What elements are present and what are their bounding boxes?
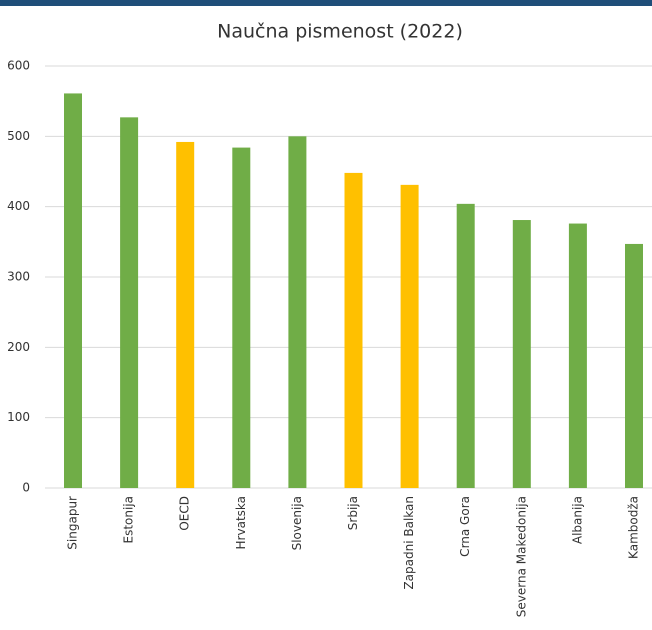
x-tick-label: Crna Gora [458,496,472,557]
x-tick-label: Albanija [570,496,584,544]
y-tick-label: 300 [7,270,30,284]
x-tick-label: Estonija [122,496,136,544]
y-tick-label: 400 [7,199,30,213]
x-tick-label: Kambodža [627,496,641,559]
bar [512,220,531,488]
bar [568,223,587,488]
x-tick-label: Hrvatska [234,496,248,549]
bar [176,141,195,488]
x-tick-label: Slovenija [290,496,304,550]
bar [400,184,419,488]
x-tick-label: Singapur [66,496,80,550]
bar [456,203,475,488]
bar [344,172,363,488]
y-tick-label: 0 [22,481,30,495]
y-tick-label: 600 [7,59,30,73]
chart-title: Naučna pismenost (2022) [217,21,463,43]
y-tick-label: 200 [7,340,30,354]
y-tick-label: 100 [7,410,30,424]
x-tick-label: Srbija [346,496,360,530]
bar [288,136,307,489]
bar [64,93,82,489]
x-tick-label: Severna Makedonija [514,496,528,617]
x-tick-label: Zapadni Balkan [402,496,416,590]
bar [232,147,251,488]
y-tick-label: 500 [7,129,30,143]
bar [120,117,139,489]
bar [625,243,643,488]
top-band [0,0,652,6]
x-tick-label: OECD [178,496,192,531]
